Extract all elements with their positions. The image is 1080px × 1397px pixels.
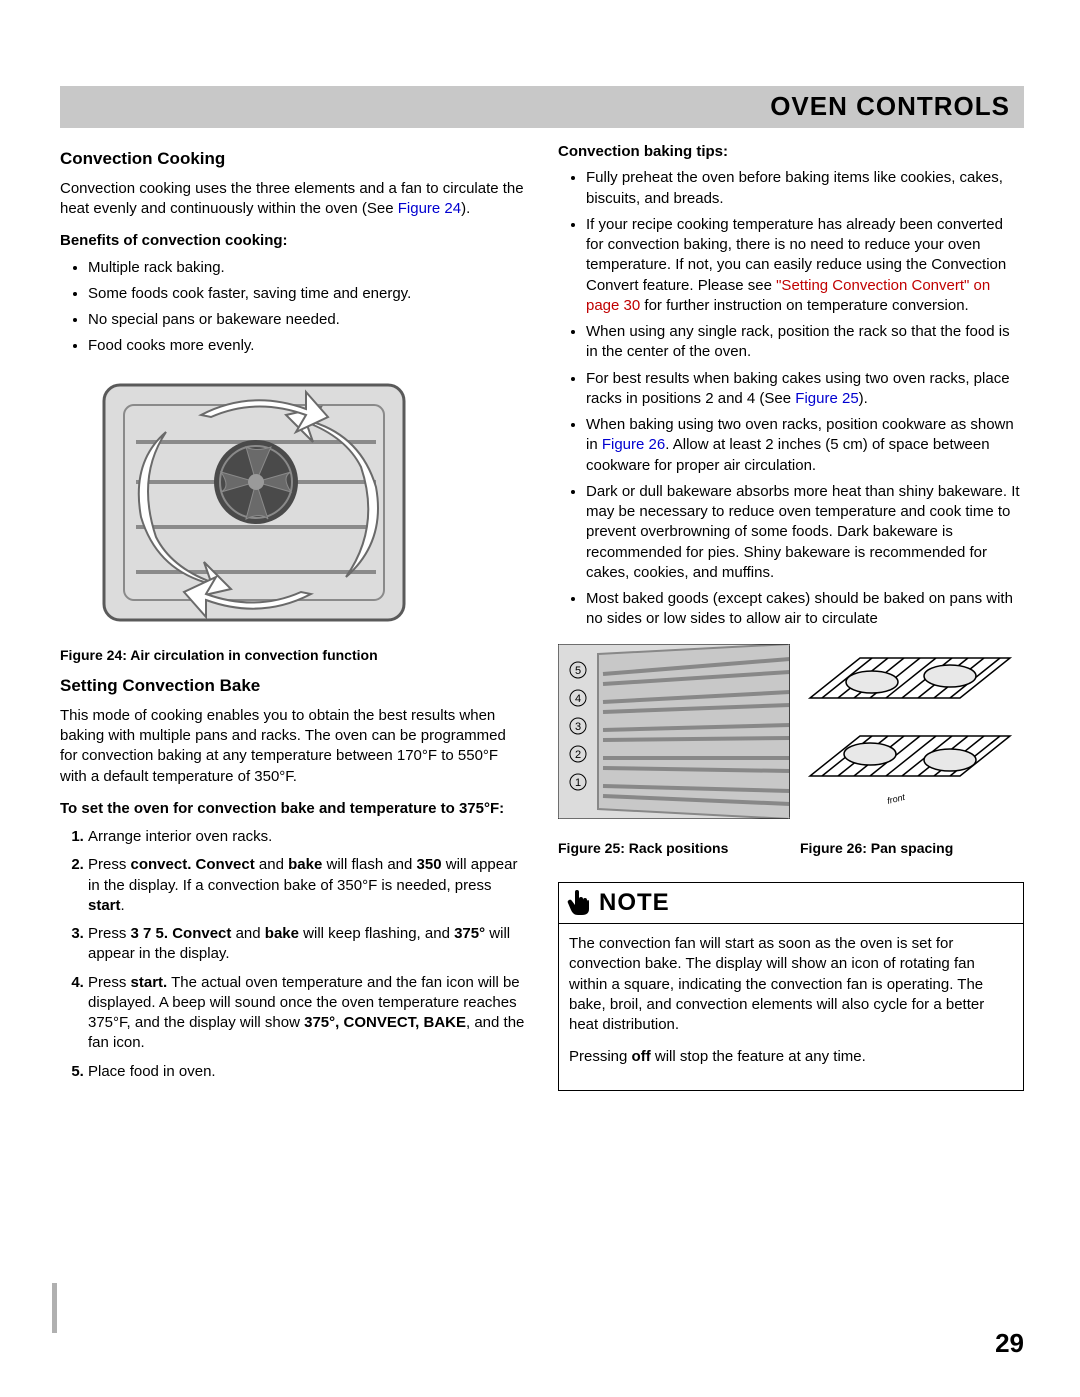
figure-25-caption: Figure 25: Rack positions [558, 839, 790, 858]
tips-list: Fully preheat the oven before baking ite… [558, 168, 1024, 629]
intro-paragraph: Convection cooking uses the three elemen… [60, 179, 526, 220]
svg-text:front: front [886, 791, 906, 805]
note-body: The convection fan will start as soon as… [559, 924, 1023, 1090]
list-item: Most baked goods (except cakes) should b… [586, 589, 1024, 630]
page-number: 29 [995, 1326, 1024, 1361]
benefits-list: Multiple rack baking. Some foods cook fa… [60, 258, 526, 357]
list-item: Multiple rack baking. [88, 258, 526, 278]
figure-24-caption: Figure 24: Air circulation in convection… [60, 646, 526, 665]
right-column: Convection baking tips: Fully preheat th… [558, 142, 1024, 1091]
note-paragraph: Pressing off will stop the feature at an… [569, 1047, 1013, 1067]
note-title-text: NOTE [599, 887, 670, 919]
svg-text:1: 1 [575, 777, 581, 789]
figure-24-link[interactable]: Figure 24 [398, 200, 461, 217]
list-item: If your recipe cooking temperature has a… [586, 215, 1024, 316]
list-item: Press 3 7 5. Convect and bake will keep … [88, 924, 526, 965]
left-column: Convection Cooking Convection cooking us… [60, 142, 526, 1091]
steps-list: Arrange interior oven racks. Press conve… [60, 827, 526, 1082]
list-item: When baking using two oven racks, positi… [586, 415, 1024, 476]
figure-25: 5 4 3 2 1 [558, 644, 790, 825]
page-header: OVEN CONTROLS [60, 86, 1024, 128]
header-title: OVEN CONTROLS [770, 89, 1010, 124]
note-paragraph: The convection fan will start as soon as… [569, 934, 1013, 1035]
figure-26-caption: Figure 26: Pan spacing [800, 839, 1022, 858]
figure-26: front [800, 644, 1022, 825]
svg-text:2: 2 [575, 749, 581, 761]
list-item: Place food in oven. [88, 1062, 526, 1082]
svg-text:5: 5 [575, 665, 581, 677]
list-item: Press convect. Convect and bake will fla… [88, 855, 526, 916]
benefits-heading: Benefits of convection cooking: [60, 231, 526, 251]
list-item: Press start. The actual oven temperature… [88, 973, 526, 1054]
note-box: NOTE The convection fan will start as so… [558, 882, 1024, 1091]
note-title-row: NOTE [559, 883, 1023, 924]
tips-heading: Convection baking tips: [558, 142, 1024, 162]
list-item: Arrange interior oven racks. [88, 827, 526, 847]
list-item: Fully preheat the oven before baking ite… [586, 168, 1024, 209]
list-item: Food cooks more evenly. [88, 336, 526, 356]
note-hand-icon [567, 890, 589, 916]
list-item: No special pans or bakeware needed. [88, 310, 526, 330]
list-item: For best results when baking cakes using… [586, 369, 1024, 410]
svg-text:4: 4 [575, 693, 581, 705]
steps-heading: To set the oven for convection bake and … [60, 799, 526, 819]
figure-24 [96, 377, 526, 638]
section-heading: Setting Convection Bake [60, 675, 526, 698]
svg-text:3: 3 [575, 721, 581, 733]
list-item: When using any single rack, position the… [586, 322, 1024, 363]
figure-25-link[interactable]: Figure 25 [795, 390, 858, 407]
list-item: Dark or dull bakeware absorbs more heat … [586, 482, 1024, 583]
figure-26-link[interactable]: Figure 26 [602, 436, 665, 453]
list-item: Some foods cook faster, saving time and … [88, 284, 526, 304]
paragraph: This mode of cooking enables you to obta… [60, 706, 526, 787]
section-heading: Convection Cooking [60, 148, 526, 171]
